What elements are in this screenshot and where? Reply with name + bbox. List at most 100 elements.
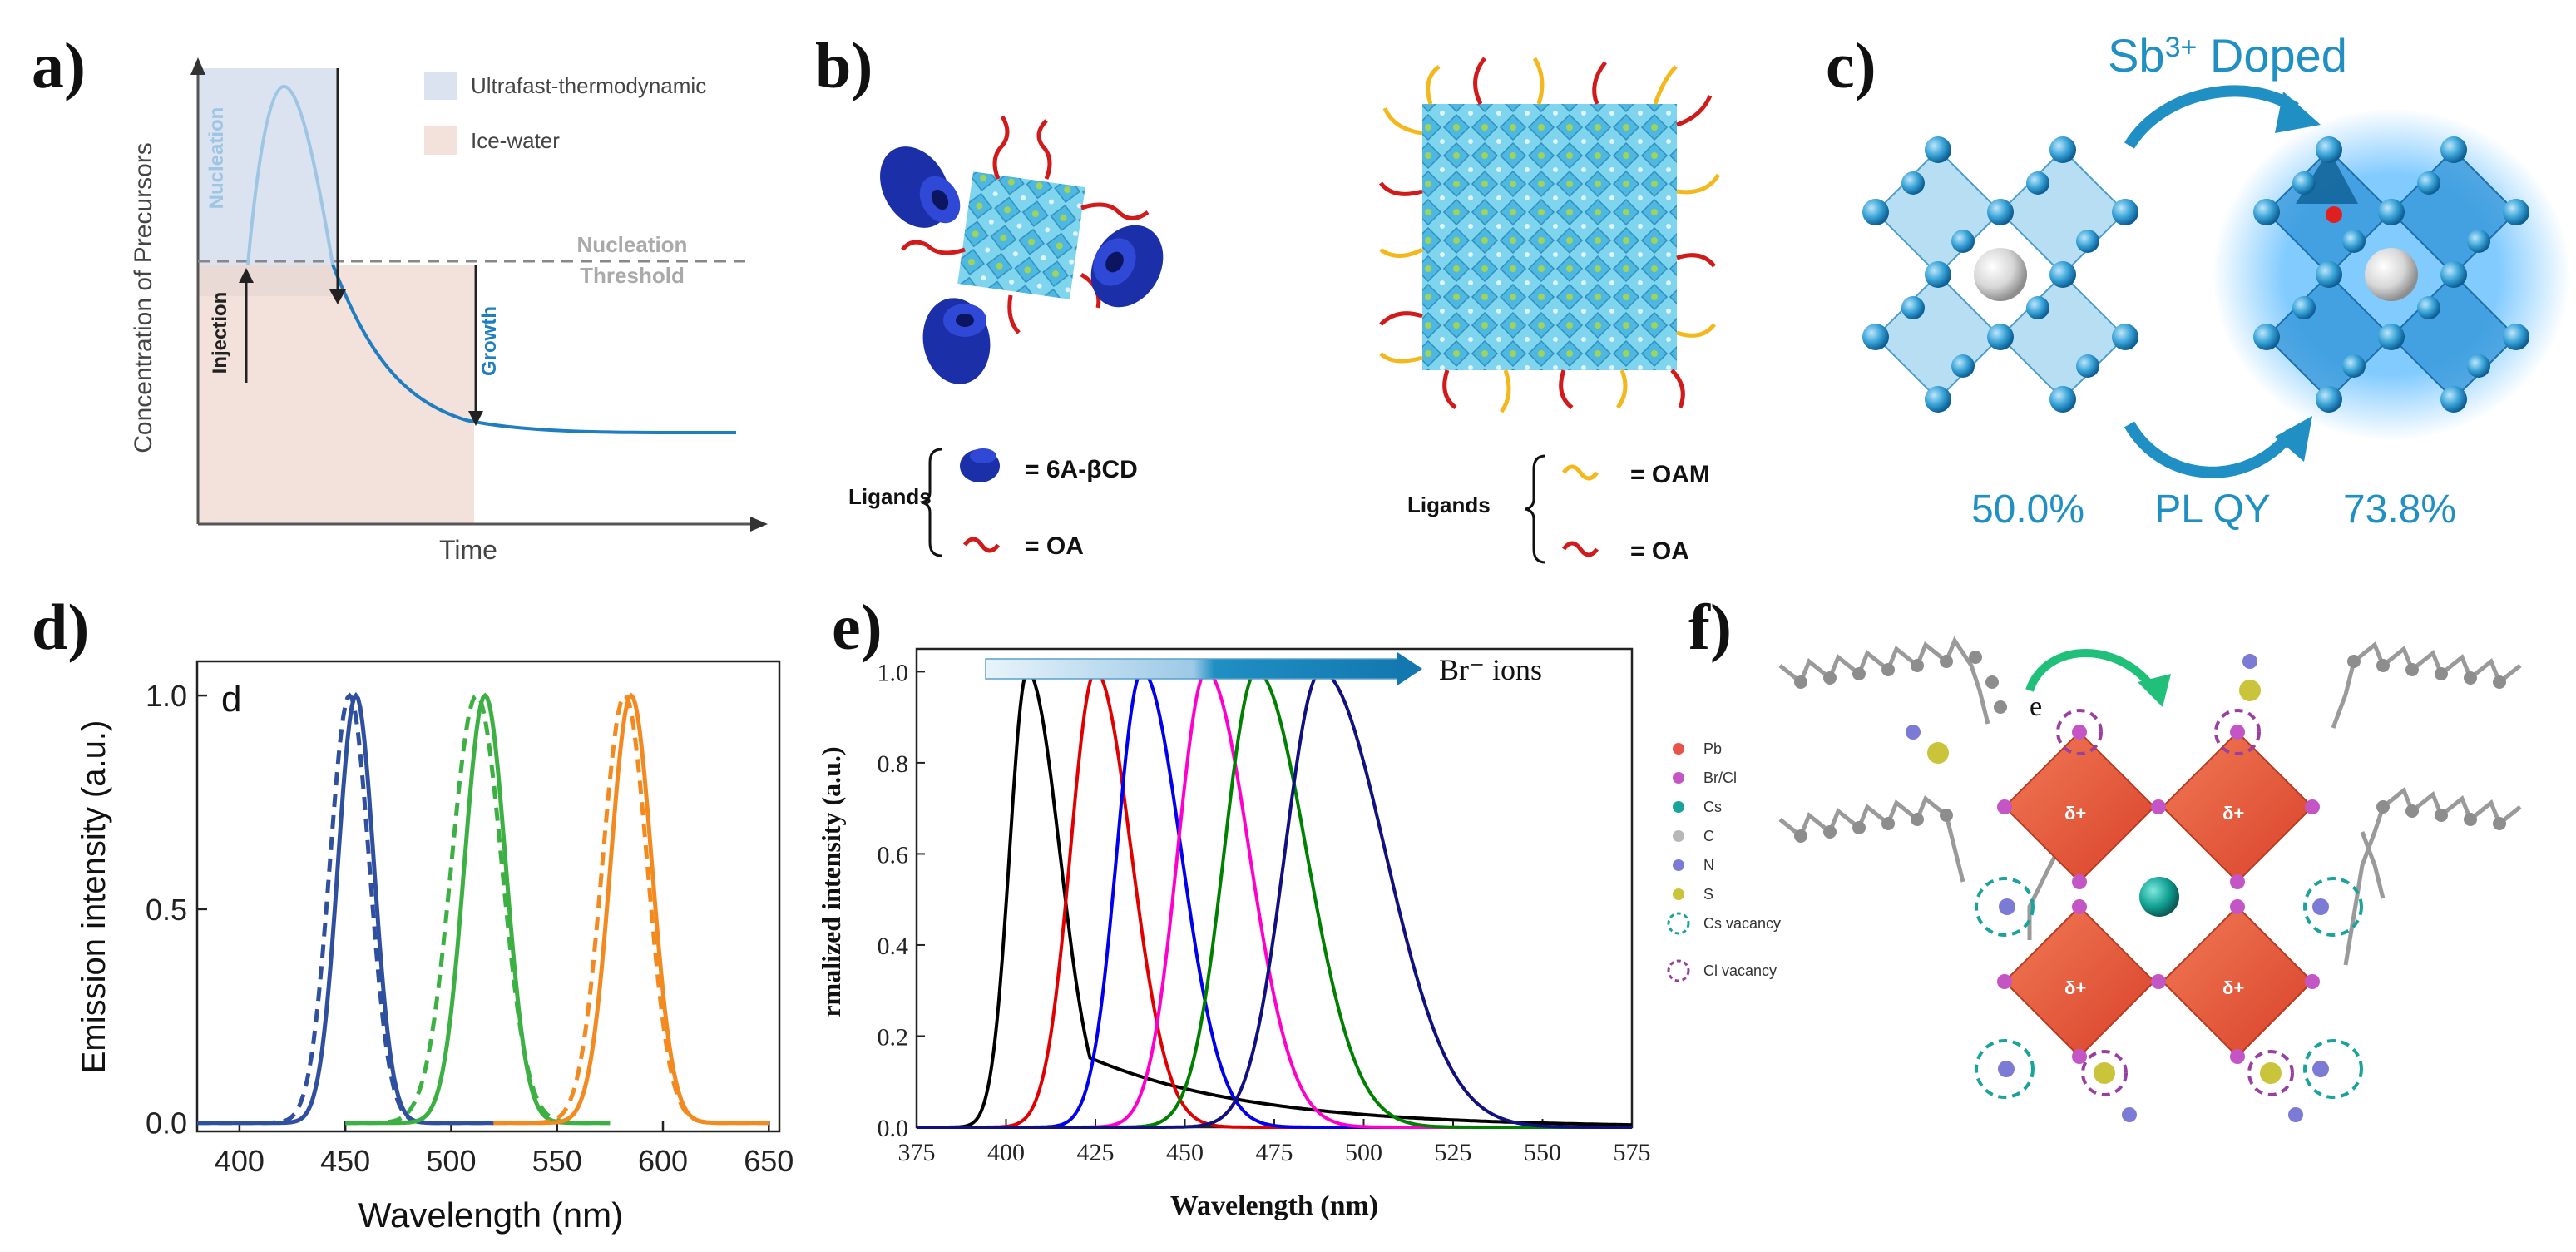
f-legend-dot xyxy=(1673,772,1684,784)
e-xtick-label: 475 xyxy=(1256,1139,1293,1166)
f-legend-dot xyxy=(1673,888,1684,900)
vacancy-circles xyxy=(1975,709,2363,1099)
legend-oa-icon-right xyxy=(1561,541,1599,557)
panel-c: c) Sb3+ Doped xyxy=(1826,29,2570,532)
d-xtick-label: 400 xyxy=(215,1144,265,1178)
d-xtick-label: 600 xyxy=(638,1144,688,1178)
e-series-s2 xyxy=(917,670,1632,1129)
d-ytick-label: 0.0 xyxy=(146,1106,187,1141)
svg-text:δ+: δ+ xyxy=(2222,977,2244,998)
ligand-chains xyxy=(1778,636,2522,966)
panel-a-ylabel: Concentration of Precursors xyxy=(130,142,157,453)
injection-label: Injection xyxy=(209,292,231,374)
plqy-doped: 73.8% xyxy=(2343,487,2456,532)
panel-e-xlabel: Wavelength (nm) xyxy=(1170,1190,1378,1221)
e-ytick-label: 0.0 xyxy=(878,1115,909,1142)
d-series-green-solid xyxy=(345,692,611,1126)
panel-c-letter: c) xyxy=(1826,29,1876,101)
e-xtick-label: 450 xyxy=(1166,1139,1204,1166)
panel-a-letter: a) xyxy=(32,29,86,101)
f-legend-label: Cl vacancy xyxy=(1703,963,1777,979)
panel-f-legend: Pb Br/Cl Cs CNS Cs vacancy Cl vacancy xyxy=(1667,740,1781,982)
e-xtick-label: 500 xyxy=(1345,1139,1382,1166)
panel-e-curves xyxy=(917,670,1632,1129)
d-xtick-label: 550 xyxy=(532,1144,582,1178)
electron-transfer-arrow xyxy=(2025,649,2158,693)
e-series-s6 xyxy=(917,670,1632,1129)
electron-label: e xyxy=(2030,691,2042,722)
br-gradient-arrow xyxy=(985,658,1402,680)
plqy-undoped: 50.0% xyxy=(1971,487,2084,532)
right-brace xyxy=(1525,454,1546,564)
pb-octahedra xyxy=(2003,730,2314,1058)
legend-label-ice: Ice-water xyxy=(471,128,560,153)
d-xtick-label: 450 xyxy=(320,1144,370,1178)
legend-swatch-ice xyxy=(424,126,457,155)
e-series-s1 xyxy=(917,670,1632,1129)
e-ytick-label: 0.8 xyxy=(878,750,909,778)
d-series-green-dashed xyxy=(345,693,611,1126)
plqy-label: PL QY xyxy=(2154,487,2271,532)
f-legend-dot xyxy=(1673,830,1684,842)
f-legend-label: Pb xyxy=(1703,740,1722,757)
delta-labels: δ+ δ+ δ+ δ+ xyxy=(2064,803,2244,998)
d-series-orange-solid xyxy=(493,692,769,1126)
e-series-s5 xyxy=(917,670,1632,1129)
sb-doped-title: Sb3+ Doped xyxy=(2108,29,2347,82)
panel-d-plot-frame xyxy=(195,660,781,1133)
legend-label-ultrafast: Ultrafast-thermodynamic xyxy=(471,73,706,98)
e-xtick-label: 375 xyxy=(898,1139,936,1166)
cyclodextrin-1 xyxy=(880,146,961,228)
cyclodextrin-3 xyxy=(922,298,991,384)
doped-structure xyxy=(2213,108,2570,441)
left-ligand-2: = OA xyxy=(1025,532,1084,560)
f-legend-label: S xyxy=(1703,886,1713,903)
d-xtick-label: 500 xyxy=(426,1144,476,1178)
e-series-s3 xyxy=(917,670,1632,1129)
svg-text:δ+: δ+ xyxy=(2064,977,2086,998)
right-ligand-1: = OAM xyxy=(1630,461,1710,488)
d-ytick-label: 0.5 xyxy=(146,893,187,927)
bottom-curved-arrow xyxy=(2124,421,2297,478)
e-xtick-label: 525 xyxy=(1435,1139,1472,1166)
f-legend-dot xyxy=(1673,743,1684,755)
s-n-atoms xyxy=(1906,654,2329,1122)
carbon-atoms xyxy=(1794,651,2506,843)
e-series-s4 xyxy=(917,670,1632,1129)
svg-text:δ+: δ+ xyxy=(2064,803,2086,824)
cs-atom xyxy=(2139,877,2179,917)
large-nanocrystal xyxy=(1379,57,1721,413)
left-ligands-label: Ligands xyxy=(848,484,932,509)
top-curved-arrow xyxy=(2124,85,2299,149)
svg-text:δ+: δ+ xyxy=(2222,803,2244,824)
legend-swatch-ultrafast xyxy=(424,72,457,100)
panel-e-ylabel: rmalized intensity (a.u.) xyxy=(816,746,846,1017)
f-legend-label: Cs xyxy=(1703,799,1722,815)
undoped-structure xyxy=(1862,136,2138,413)
e-ytick-label: 0.2 xyxy=(878,1023,909,1051)
growth-label: Growth xyxy=(478,306,501,376)
legend-oa-icon-left xyxy=(962,537,1001,553)
e-xtick-label: 575 xyxy=(1614,1139,1651,1166)
d-series-orange-dashed xyxy=(493,692,769,1126)
f-legend-label: Cs vacancy xyxy=(1703,915,1781,932)
panel-d-ticks: 400 450 500 550 600 650 0.0 0.5 1.0 xyxy=(146,679,794,1178)
e-ytick-label: 0.4 xyxy=(878,933,909,960)
right-ligands-label: Ligands xyxy=(1407,492,1491,517)
panel-d-ylabel: Emission intensity (a.u.) xyxy=(76,720,112,1074)
nucleation-label: Nucleation xyxy=(205,107,228,210)
small-nanocrystal xyxy=(880,115,1164,384)
panel-e-ticks: 375 400 425 450 475 500 525 550 575 0.0 0.2 0.4 0.6 0… xyxy=(878,659,1651,1166)
growth-curve xyxy=(331,264,737,435)
d-xtick-label: 650 xyxy=(744,1144,794,1178)
panel-e-plot-frame xyxy=(915,647,1634,1129)
panel-d-curves xyxy=(197,691,769,1126)
sb-dopant xyxy=(2326,206,2342,223)
panel-e-letter: e) xyxy=(832,591,883,663)
legend-oam-icon xyxy=(1561,464,1599,481)
panel-d-inner-letter: d xyxy=(221,679,241,720)
f-legend-ring xyxy=(1667,912,1690,935)
f-legend-label: C xyxy=(1703,828,1714,844)
d-ytick-label: 1.0 xyxy=(146,679,187,713)
